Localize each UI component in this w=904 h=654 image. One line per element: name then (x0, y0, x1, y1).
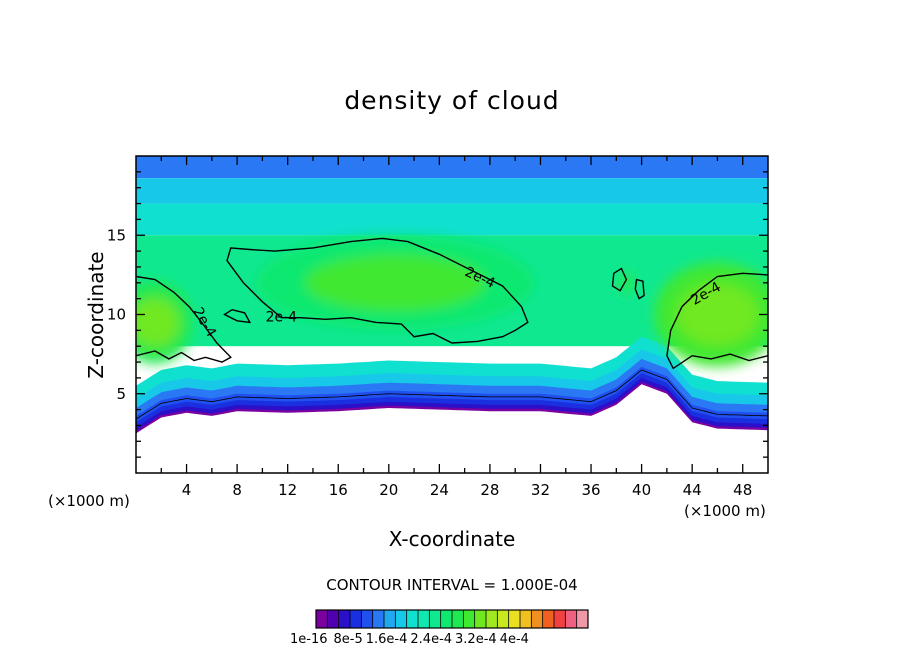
x-tick-label: 24 (430, 481, 449, 499)
contour-line-small-island (223, 308, 252, 324)
contour-lines (136, 237, 768, 420)
x-tick-label: 12 (278, 481, 297, 499)
colorbar-swatch (327, 610, 339, 628)
x-tick-label: 48 (733, 481, 752, 499)
colorbar-swatch (418, 610, 430, 628)
contour-line-islet-1 (611, 267, 628, 292)
x-tick-label: 28 (480, 481, 499, 499)
contour-line-main (226, 237, 529, 344)
x-axis-label: X-coordinate (388, 527, 516, 551)
y-tick-label: 5 (116, 385, 126, 403)
density-core-inner (304, 254, 486, 312)
density-field (136, 156, 768, 473)
colorbar-swatch (440, 610, 453, 628)
colorbar-swatch (316, 610, 328, 628)
colorbar-tick-label: 1.6e-4 (365, 632, 408, 647)
y-tick-label: 10 (107, 306, 126, 324)
colorbar-swatch (531, 610, 543, 628)
x-unit-label-left: (×1000 m) (48, 492, 130, 510)
colorbar-swatch (384, 610, 396, 628)
high-density-region (613, 263, 640, 302)
colorbar-swatch (361, 610, 373, 628)
high-density-region (654, 262, 768, 367)
colorbar-swatch (350, 610, 362, 628)
contour-label: 2e-4 (266, 310, 298, 326)
colorbar-swatch (463, 610, 475, 628)
colorbar-tick-label: 1e-16 (290, 632, 328, 647)
contour-interval-text: CONTOUR INTERVAL = 1.000E-04 (326, 576, 578, 594)
colorbar-swatch (406, 610, 419, 628)
high-density-region (136, 281, 193, 364)
colorbar-swatch (554, 610, 566, 628)
colorbar-swatch (474, 610, 487, 628)
clear-air-region (136, 384, 768, 473)
density-core-inner (136, 297, 180, 348)
colorbar-frame (315, 609, 589, 629)
contour-line-base (136, 369, 768, 420)
contour-line-left (136, 275, 232, 363)
colorbar-swatch (542, 610, 555, 628)
colorbar-tick-label: 4e-4 (499, 632, 529, 647)
colorbar-swatch (395, 610, 407, 628)
colorbar-swatch (429, 610, 441, 628)
contour-line-islet-2 (634, 278, 645, 300)
colorbar-swatch (497, 610, 509, 628)
colorbar-swatch (565, 610, 577, 628)
y-tick-label: 15 (107, 226, 126, 244)
high-density-region (256, 235, 535, 331)
colorbar-swatch (520, 610, 532, 628)
colorbar-swatch (372, 610, 385, 628)
x-tick-label: 20 (379, 481, 398, 499)
x-unit-label-right: (×1000 m) (684, 502, 766, 520)
field-band-1 (136, 178, 768, 204)
colorbar-tick-label: 8e-5 (333, 632, 363, 647)
density-core-inner (618, 271, 635, 295)
colorbar-swatch (452, 610, 464, 628)
colorbar-swatch (576, 610, 589, 628)
y-axis-label: Z-coordinate (84, 251, 108, 379)
x-tick-label: 44 (683, 481, 702, 499)
x-tick-label: 36 (581, 481, 600, 499)
colorbar-tick-labels: 1e-16 8e-5 1.6e-4 2.4e-4 3.2e-4 4e-4 (290, 632, 620, 647)
contour-line-base-group (136, 369, 768, 420)
chart-title: density of cloud (344, 86, 560, 115)
density-core-inner (676, 283, 759, 346)
colorbar-swatch (486, 610, 498, 628)
colorbar (315, 609, 589, 629)
x-tick-label: 32 (531, 481, 550, 499)
colorbar-tick-label: 3.2e-4 (455, 632, 497, 647)
x-tick-label: 40 (632, 481, 651, 499)
colorbar-tick-label: 2.4e-4 (410, 632, 453, 647)
field-band-0 (136, 156, 768, 179)
x-tick-label: 4 (182, 481, 192, 499)
field-band-2 (136, 203, 768, 236)
x-tick-label: 16 (329, 481, 348, 499)
x-tick-label: 8 (232, 481, 242, 499)
colorbar-swatch (338, 610, 351, 628)
axis-ticks (136, 156, 768, 473)
contour-line-right (666, 272, 768, 370)
colorbar-swatch (508, 610, 521, 628)
